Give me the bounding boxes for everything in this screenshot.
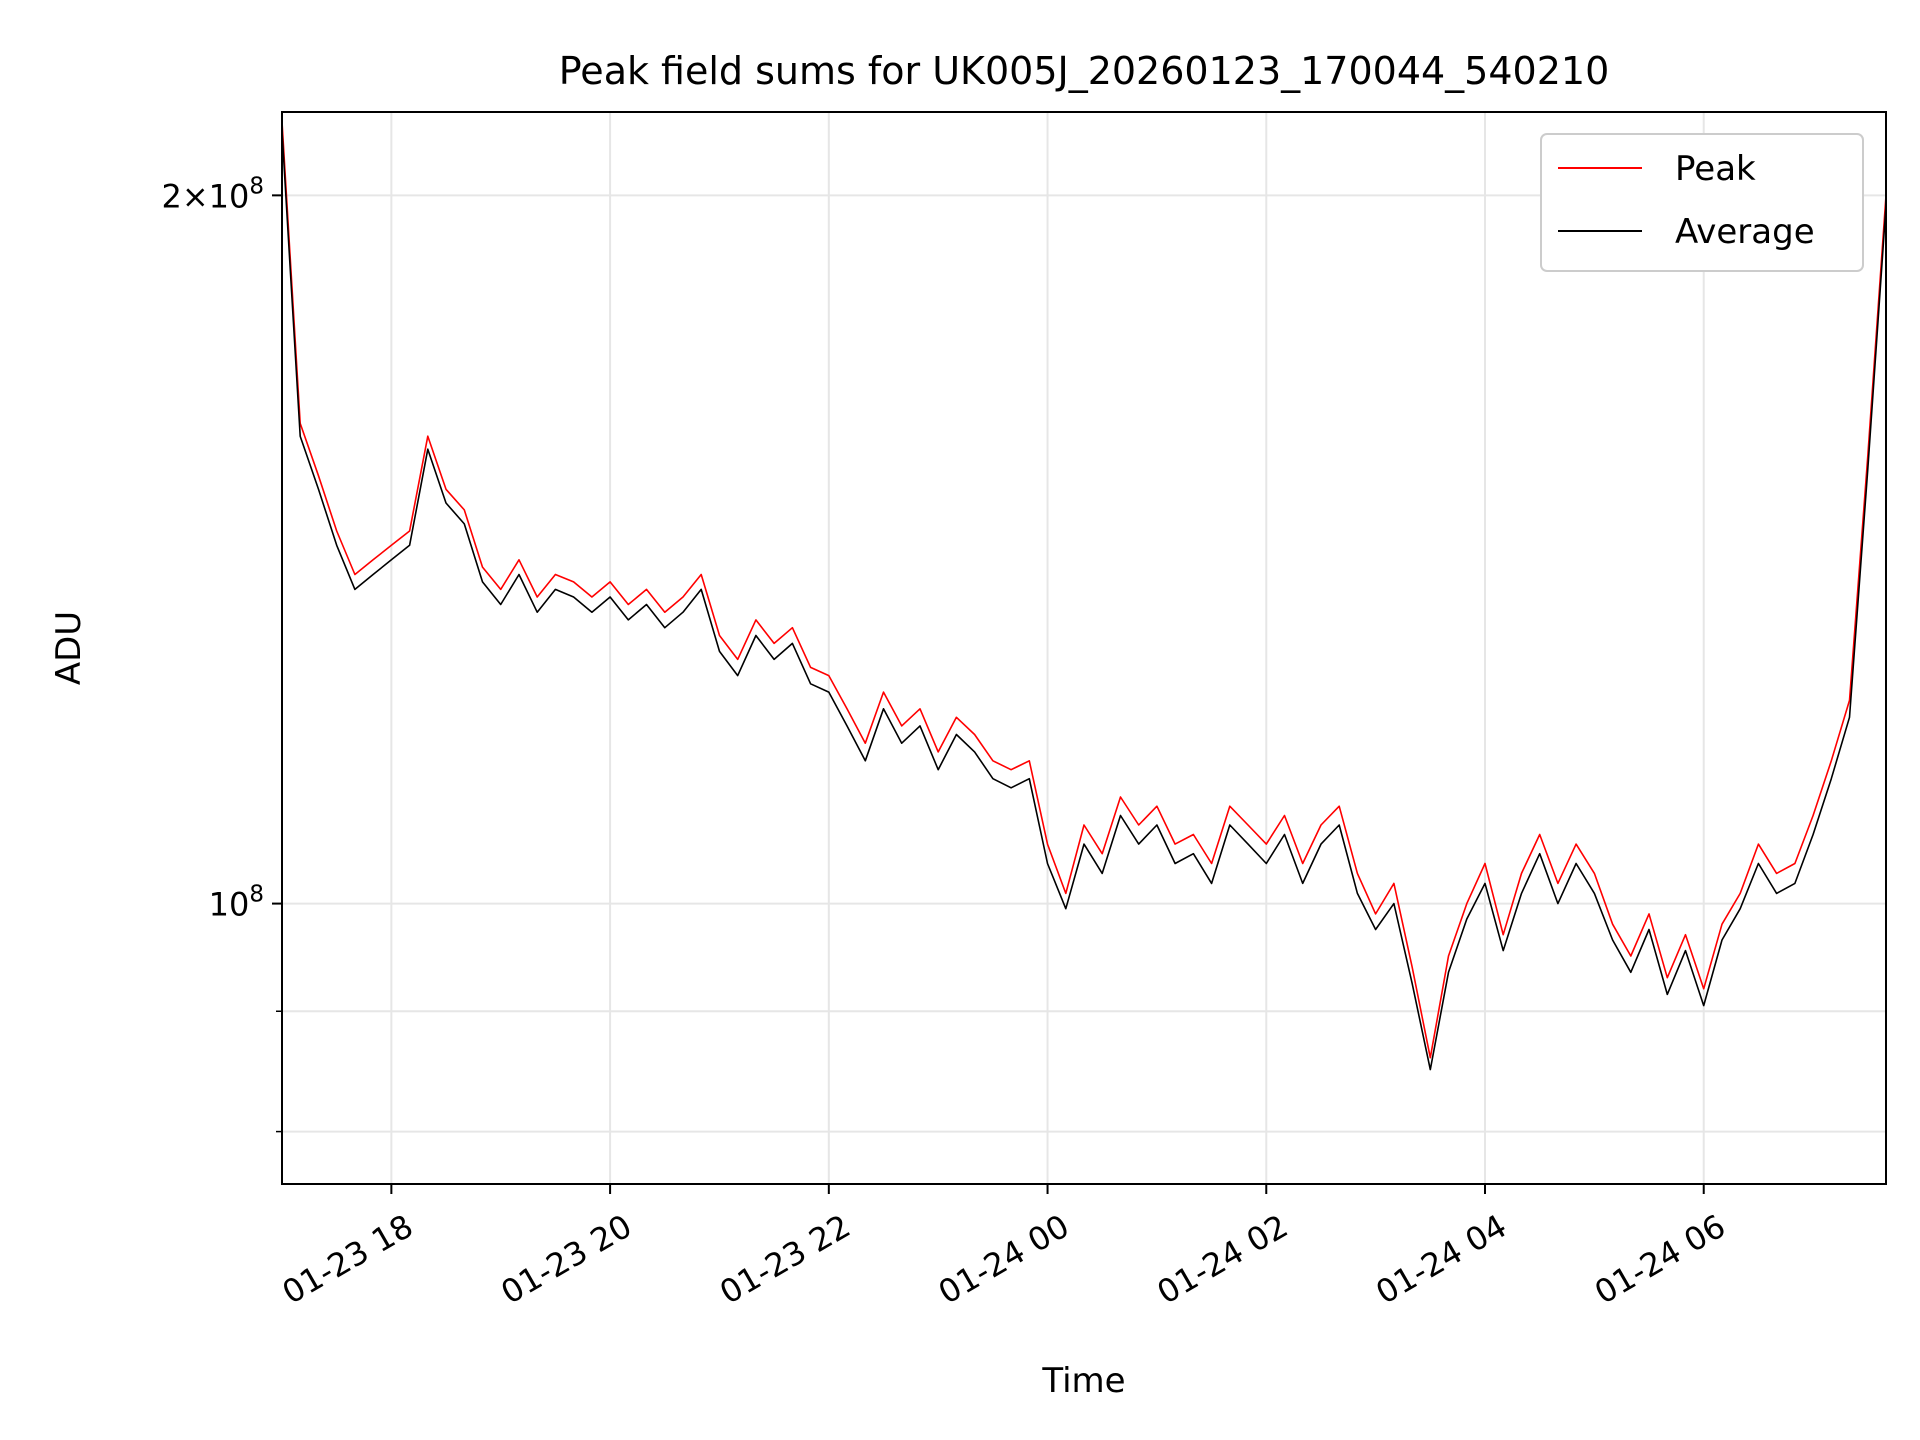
chart-title: Peak field sums for UK005J_20260123_1700… (559, 49, 1610, 93)
series-line-peak (281, 121, 1887, 1059)
y-tick-label: 2×108 (161, 173, 264, 215)
series-line-average (281, 130, 1887, 1071)
y-axis-label: ADU (49, 611, 89, 685)
plot-frame (281, 111, 1887, 1185)
x-axis-label: Time (1041, 1361, 1125, 1401)
legend-label-peak: Peak (1675, 149, 1756, 189)
grid (282, 112, 1886, 1184)
legend: Peak Average (1540, 133, 1864, 272)
y-tick-label: 108 (209, 882, 264, 924)
plot-lines (281, 121, 1887, 1071)
y-axis-ticks: 108 2×108 (161, 173, 282, 1133)
legend-label-average: Average (1675, 212, 1815, 252)
